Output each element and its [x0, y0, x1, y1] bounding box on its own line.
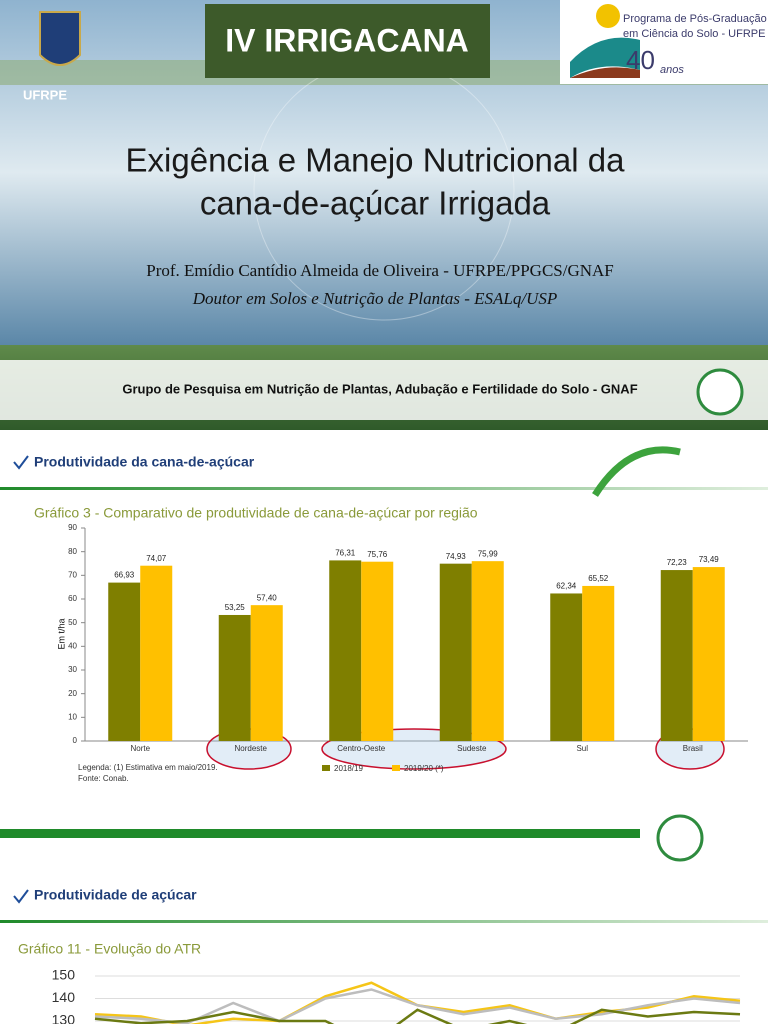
value-label: 65,52	[588, 574, 609, 583]
line	[94, 988, 741, 1024]
checkmark	[13, 889, 29, 904]
line	[94, 981, 741, 1024]
line	[94, 1008, 741, 1024]
x-tick-label: Norte	[130, 744, 150, 753]
y-tick-label: 150	[52, 967, 76, 983]
legend-swatch	[392, 765, 400, 771]
x-tick-label: Sul	[576, 744, 588, 753]
heading: Produtividade da cana-de-açúcar	[34, 454, 255, 470]
logo-sun	[596, 4, 620, 28]
value-label: 72,23	[667, 558, 688, 567]
subtitle: Doutor em Solos e Nutrição de Plantas - …	[192, 289, 558, 308]
bar	[660, 570, 693, 741]
logo-soil	[570, 67, 640, 78]
value-label: 75,76	[367, 550, 388, 559]
note: Fonte: Conab.	[78, 774, 129, 783]
x-tick-label: Nordeste	[235, 744, 268, 753]
bar	[140, 565, 173, 741]
bar	[550, 593, 583, 741]
legend-entry: 2018/19	[334, 764, 363, 773]
heading: Produtividade de açúcar	[34, 887, 197, 903]
logo-hill	[570, 37, 640, 78]
logo-center-text: IV IRRIGACANA	[225, 22, 469, 58]
y-tick-label: 60	[68, 594, 77, 603]
value-label: 53,25	[225, 603, 246, 612]
bar	[250, 605, 283, 741]
banner	[0, 360, 768, 420]
logo-left-text: UFRPE	[23, 87, 67, 102]
bar	[582, 585, 615, 741]
bar	[108, 582, 141, 741]
plots: 0 10 20 30 40 50 60 70 80 90 Norte 66,93 74,07 Nordes…	[52, 523, 741, 1024]
bar	[439, 563, 472, 741]
checkmark	[13, 455, 29, 470]
value-label: 62,34	[556, 582, 577, 591]
value-label: 76,31	[335, 549, 356, 558]
y-tick-label: 20	[68, 689, 77, 698]
slide-title: Exigência e Manejo Nutricional da	[126, 142, 626, 179]
value-label: 73,49	[699, 555, 720, 564]
divider	[0, 920, 768, 923]
bar	[218, 614, 251, 741]
note: Legenda: (1) Estimativa em maio/2019.	[78, 763, 218, 772]
banner-text: Grupo de Pesquisa em Nutrição de Plantas…	[122, 381, 637, 396]
value-label: 74,93	[446, 552, 467, 561]
y-tick-label: 130	[52, 1012, 76, 1024]
x-tick-label: Centro-Oeste	[337, 744, 386, 753]
logo-right-years-word: anos	[660, 64, 684, 76]
irrigacana-logo	[205, 4, 490, 78]
author: Prof. Emídio Cantídio Almeida de Oliveir…	[146, 261, 614, 280]
bar	[471, 561, 504, 741]
y-tick-label: 70	[68, 570, 77, 579]
bar	[329, 560, 362, 741]
gnaf-logo	[696, 368, 744, 416]
bar	[692, 567, 725, 741]
value-label: 75,99	[478, 549, 499, 558]
logo-right-line2: em Ciência do Solo - UFRPE	[623, 28, 765, 40]
y-tick-label: 140	[52, 989, 76, 1005]
y-tick-label: 50	[68, 618, 77, 627]
growth-arrow	[592, 446, 681, 497]
x-tick-label: Brasil	[683, 744, 703, 753]
slide-title: cana-de-açúcar Irrigada	[200, 185, 551, 222]
gnaf-logo	[656, 814, 704, 862]
y-tick-label: 0	[73, 736, 78, 745]
x-tick-label: Sudeste	[457, 744, 487, 753]
value-label: 74,07	[146, 554, 167, 563]
chart-title: Gráfico 11 - Evolução do ATR	[18, 941, 201, 957]
bar	[361, 561, 394, 741]
y-tick-label: 40	[68, 641, 77, 650]
y-tick-label: 10	[68, 712, 77, 721]
chart-title: Gráfico 3 - Comparativo de produtividade…	[34, 505, 478, 521]
legend-entry: 2019/20 (*)	[404, 764, 444, 773]
y-tick-label: 30	[68, 665, 77, 674]
logo-right-line1: Programa de Pós-Graduação	[623, 13, 767, 25]
logo-right-years: 40	[626, 45, 655, 75]
value-label: 66,93	[114, 571, 135, 580]
slide-separator	[0, 829, 640, 838]
y-axis-label: Em t/ha	[56, 618, 66, 649]
value-label: 57,40	[257, 593, 278, 602]
divider	[0, 487, 768, 490]
legend-swatch	[322, 765, 330, 771]
y-tick-label: 80	[68, 547, 77, 556]
ufrpe-shield	[39, 11, 81, 66]
y-tick-label: 90	[68, 523, 77, 532]
